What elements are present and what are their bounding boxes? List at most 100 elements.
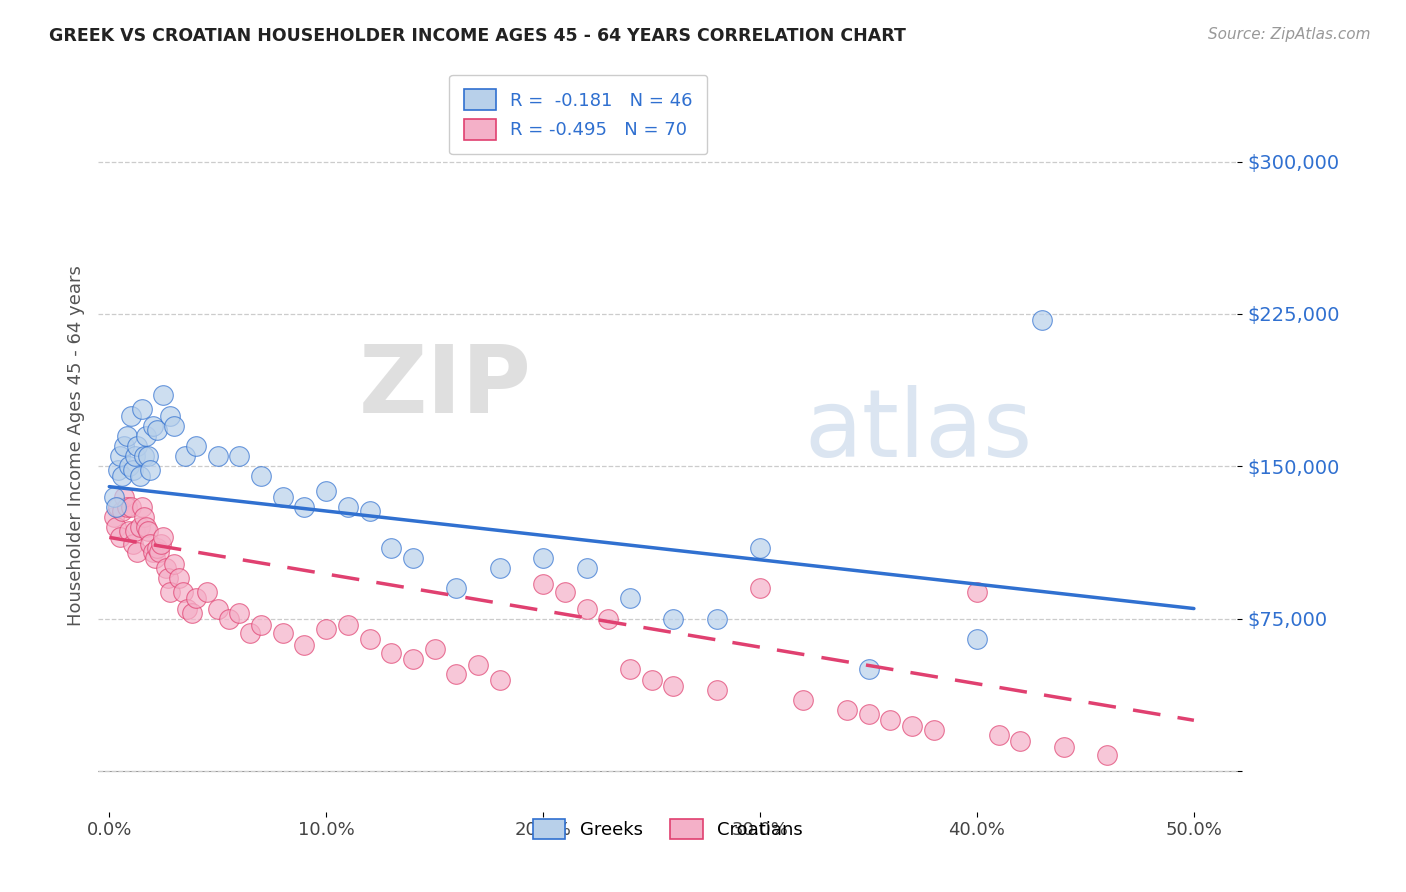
Point bbox=[575, 601, 598, 615]
Point bbox=[619, 663, 641, 677]
Point bbox=[111, 469, 134, 483]
Point bbox=[114, 490, 136, 504]
Point bbox=[115, 500, 138, 514]
Point bbox=[132, 449, 155, 463]
Point bbox=[488, 673, 510, 687]
Point bbox=[1053, 739, 1076, 754]
Point bbox=[139, 536, 162, 550]
Point bbox=[359, 504, 381, 518]
Point bbox=[488, 561, 510, 575]
Point bbox=[184, 439, 207, 453]
Text: GREEK VS CROATIAN HOUSEHOLDER INCOME AGES 45 - 64 YEARS CORRELATION CHART: GREEK VS CROATIAN HOUSEHOLDER INCOME AGE… bbox=[49, 27, 905, 45]
Point bbox=[271, 626, 294, 640]
Point bbox=[402, 652, 425, 666]
Point bbox=[423, 642, 446, 657]
Point bbox=[152, 388, 174, 402]
Legend: Greeks, Croatians: Greeks, Croatians bbox=[526, 812, 810, 847]
Point bbox=[103, 490, 125, 504]
Point bbox=[446, 666, 468, 681]
Point bbox=[107, 500, 129, 514]
Point bbox=[128, 469, 150, 483]
Point bbox=[107, 463, 129, 477]
Point bbox=[108, 530, 131, 544]
Point bbox=[336, 617, 359, 632]
Point bbox=[531, 550, 554, 565]
Point bbox=[250, 617, 273, 632]
Point bbox=[127, 439, 149, 453]
Point bbox=[111, 504, 134, 518]
Point bbox=[315, 483, 337, 498]
Point bbox=[180, 606, 202, 620]
Point bbox=[531, 577, 554, 591]
Point bbox=[207, 449, 229, 463]
Point bbox=[598, 612, 620, 626]
Point bbox=[176, 601, 198, 615]
Point bbox=[104, 520, 127, 534]
Point bbox=[142, 544, 165, 558]
Point bbox=[987, 727, 1010, 741]
Point bbox=[218, 612, 240, 626]
Point bbox=[336, 500, 359, 514]
Point bbox=[143, 550, 166, 565]
Point bbox=[118, 459, 141, 474]
Point bbox=[380, 646, 402, 660]
Point bbox=[131, 402, 153, 417]
Point bbox=[195, 585, 218, 599]
Y-axis label: Householder Income Ages 45 - 64 years: Householder Income Ages 45 - 64 years bbox=[66, 266, 84, 626]
Point bbox=[228, 449, 250, 463]
Point bbox=[122, 463, 145, 477]
Point bbox=[128, 520, 150, 534]
Point bbox=[131, 500, 153, 514]
Point bbox=[359, 632, 381, 646]
Point bbox=[124, 524, 146, 539]
Point bbox=[1010, 733, 1032, 747]
Point bbox=[662, 612, 685, 626]
Point bbox=[139, 463, 162, 477]
Point bbox=[146, 541, 169, 555]
Point bbox=[858, 663, 880, 677]
Point bbox=[749, 541, 772, 555]
Point bbox=[271, 490, 294, 504]
Point bbox=[159, 585, 181, 599]
Point bbox=[640, 673, 662, 687]
Point bbox=[118, 524, 141, 539]
Point bbox=[146, 423, 169, 437]
Point bbox=[879, 714, 901, 728]
Point bbox=[122, 536, 145, 550]
Point bbox=[103, 510, 125, 524]
Point bbox=[294, 638, 316, 652]
Point bbox=[662, 679, 685, 693]
Point bbox=[155, 561, 177, 575]
Point bbox=[115, 429, 138, 443]
Point bbox=[554, 585, 576, 599]
Point bbox=[132, 510, 155, 524]
Point bbox=[136, 524, 159, 539]
Point bbox=[163, 418, 186, 433]
Point bbox=[104, 500, 127, 514]
Point bbox=[966, 632, 988, 646]
Point bbox=[467, 658, 489, 673]
Point bbox=[108, 449, 131, 463]
Point bbox=[706, 612, 728, 626]
Point bbox=[120, 500, 142, 514]
Point bbox=[142, 418, 165, 433]
Point bbox=[124, 449, 146, 463]
Point bbox=[619, 591, 641, 606]
Point bbox=[402, 550, 425, 565]
Text: atlas: atlas bbox=[804, 385, 1033, 477]
Point bbox=[120, 409, 142, 423]
Point bbox=[1031, 313, 1053, 327]
Text: ZIP: ZIP bbox=[359, 342, 531, 434]
Point bbox=[239, 626, 262, 640]
Point bbox=[163, 557, 186, 571]
Point bbox=[966, 585, 988, 599]
Point bbox=[159, 409, 181, 423]
Point bbox=[446, 581, 468, 595]
Point bbox=[1095, 747, 1118, 762]
Point bbox=[901, 719, 924, 733]
Point bbox=[575, 561, 598, 575]
Point bbox=[922, 723, 945, 738]
Point bbox=[706, 682, 728, 697]
Point bbox=[792, 693, 814, 707]
Point bbox=[148, 544, 170, 558]
